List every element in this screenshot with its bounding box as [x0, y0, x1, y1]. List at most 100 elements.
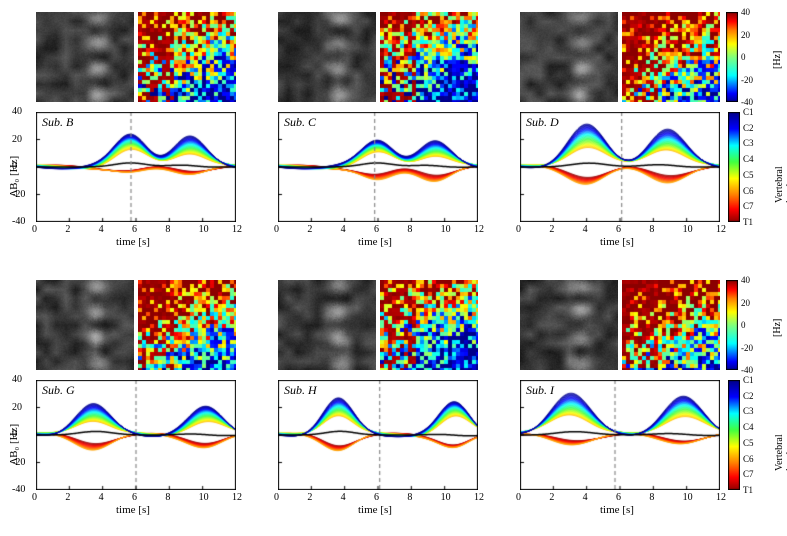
vert-cbar-title: Vertebral level	[774, 434, 787, 471]
vert-cbar-tick: C5	[743, 170, 754, 180]
xtick: 2	[65, 224, 70, 235]
vert-cbar-tick: C4	[743, 154, 754, 164]
mri-gray-Sub. C	[278, 12, 376, 102]
subject-label: Sub. I	[526, 383, 554, 398]
field-map-Sub. G	[138, 280, 236, 370]
xtick: 10	[199, 224, 209, 235]
xtick: 10	[441, 492, 451, 503]
vert-cbar-tick: C1	[743, 107, 754, 117]
xtick: 8	[165, 224, 170, 235]
field-map-Sub. B	[138, 12, 236, 102]
xtick: 6	[132, 492, 137, 503]
xtick: 2	[307, 224, 312, 235]
hz-cbar-tick: -20	[741, 75, 753, 85]
vert-cbar-tick: C7	[743, 201, 754, 211]
x-axis-label: time [s]	[358, 504, 392, 516]
xtick: 4	[99, 224, 104, 235]
hz-cbar-tick: -40	[741, 365, 753, 375]
mri-gray-Sub. H	[278, 280, 376, 370]
mri-gray-Sub. D	[520, 12, 618, 102]
xtick: 12	[716, 492, 726, 503]
xtick: 4	[99, 492, 104, 503]
vert-cbar-tick: C4	[743, 422, 754, 432]
xtick: 4	[341, 224, 346, 235]
hz-cbar-tick: 20	[741, 298, 750, 308]
subject-label: Sub. C	[284, 115, 316, 130]
mri-gray-Sub. G	[36, 280, 134, 370]
xtick: 10	[441, 224, 451, 235]
vert-cbar-tick: C7	[743, 469, 754, 479]
xtick: 6	[616, 492, 621, 503]
xtick: 12	[716, 224, 726, 235]
hz-cbar-tick: 0	[741, 320, 746, 330]
ytick: 40	[12, 374, 22, 385]
hz-cbar-tick: -40	[741, 97, 753, 107]
x-axis-label: time [s]	[358, 236, 392, 248]
xtick: 6	[616, 224, 621, 235]
xtick: 8	[649, 224, 654, 235]
vert-cbar-tick: C5	[743, 438, 754, 448]
xtick: 10	[683, 492, 693, 503]
vert-cbar-tick: C6	[743, 454, 754, 464]
x-axis-label: time [s]	[600, 504, 634, 516]
vert-colorbar-1	[728, 380, 740, 490]
subject-label: Sub. D	[526, 115, 559, 130]
xtick: 8	[407, 492, 412, 503]
subject-label: Sub. H	[284, 383, 317, 398]
hz-cbar-tick: 20	[741, 30, 750, 40]
vert-cbar-title: Vertebral level	[774, 166, 787, 203]
x-axis-label: time [s]	[600, 236, 634, 248]
xtick: 0	[32, 492, 37, 503]
vert-cbar-tick: C3	[743, 138, 754, 148]
xtick: 8	[165, 492, 170, 503]
mri-gray-Sub. I	[520, 280, 618, 370]
vert-cbar-tick: C3	[743, 406, 754, 416]
xtick: 4	[341, 492, 346, 503]
field-map-Sub. H	[380, 280, 478, 370]
hz-colorbar-0	[726, 12, 738, 102]
xtick: 0	[274, 492, 279, 503]
xtick: 12	[232, 492, 242, 503]
subject-label: Sub. B	[42, 115, 73, 130]
xtick: 6	[374, 224, 379, 235]
hz-cbar-tick: -20	[741, 343, 753, 353]
ytick: 40	[12, 106, 22, 117]
xtick: 4	[583, 224, 588, 235]
ytick: -40	[12, 484, 25, 495]
xtick: 0	[516, 492, 521, 503]
y-axis-label: ΔB₀ [Hz]	[8, 156, 20, 197]
y-axis-label: ΔB₀ [Hz]	[8, 424, 20, 465]
hz-cbar-tick: 40	[741, 275, 750, 285]
x-axis-label: time [s]	[116, 236, 150, 248]
hz-cbar-tick: 40	[741, 7, 750, 17]
vert-cbar-tick: T1	[743, 485, 753, 495]
vert-cbar-tick: C2	[743, 391, 754, 401]
mri-gray-Sub. B	[36, 12, 134, 102]
vert-cbar-tick: C2	[743, 123, 754, 133]
xtick: 8	[407, 224, 412, 235]
xtick: 0	[32, 224, 37, 235]
ytick: -40	[12, 216, 25, 227]
vert-colorbar-0	[728, 112, 740, 222]
xtick: 2	[307, 492, 312, 503]
vert-cbar-tick: C1	[743, 375, 754, 385]
xtick: 10	[199, 492, 209, 503]
field-map-Sub. C	[380, 12, 478, 102]
x-axis-label: time [s]	[116, 504, 150, 516]
ytick: 20	[12, 402, 22, 413]
xtick: 8	[649, 492, 654, 503]
hz-cbar-title: [Hz]	[772, 319, 783, 337]
field-map-Sub. I	[622, 280, 720, 370]
xtick: 0	[516, 224, 521, 235]
hz-cbar-tick: 0	[741, 52, 746, 62]
xtick: 6	[132, 224, 137, 235]
xtick: 12	[474, 224, 484, 235]
subject-label: Sub. G	[42, 383, 75, 398]
xtick: 12	[232, 224, 242, 235]
xtick: 2	[549, 224, 554, 235]
xtick: 2	[549, 492, 554, 503]
vert-cbar-tick: T1	[743, 217, 753, 227]
xtick: 4	[583, 492, 588, 503]
xtick: 2	[65, 492, 70, 503]
hz-colorbar-1	[726, 280, 738, 370]
